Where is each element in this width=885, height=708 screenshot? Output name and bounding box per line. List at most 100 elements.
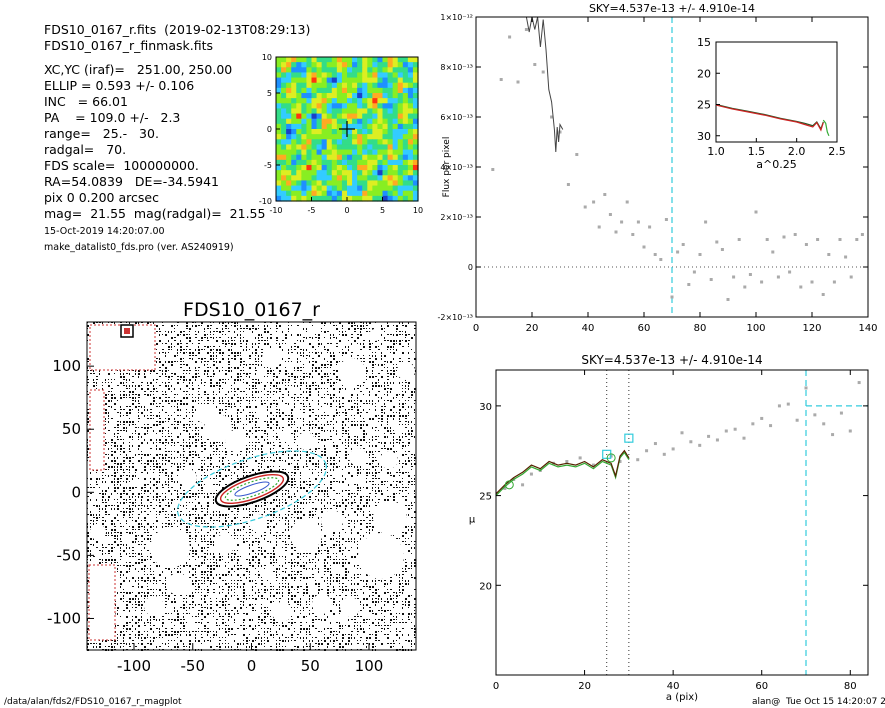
- heatmap-cell: [362, 87, 368, 94]
- heatmap-cell: [357, 113, 363, 120]
- inset-series-line: [715, 104, 824, 132]
- heatmap-cell: [392, 62, 399, 68]
- heatmap-cell: [382, 170, 389, 176]
- heatmap-cell: [276, 129, 282, 135]
- heatmap-cell: [316, 165, 323, 171]
- heatmap-cell: [352, 77, 358, 84]
- heatmap-cell: [316, 98, 323, 104]
- heatmap-cell: [331, 93, 338, 99]
- heatmap-cell: [301, 165, 308, 171]
- heatmap-cell: [357, 144, 363, 151]
- heatmap-cell: [412, 72, 419, 79]
- heatmap-cell: [326, 170, 333, 176]
- sb-point: [822, 422, 826, 426]
- sky-point: [776, 275, 780, 279]
- sb-point: [804, 386, 808, 390]
- heatmap-cell: [372, 103, 379, 110]
- heatmap-cell: [326, 195, 333, 202]
- heatmap-cell: [352, 149, 358, 156]
- heatmap-cell: [336, 113, 343, 120]
- heatmap-cell: [392, 118, 399, 125]
- heatmap-cell: [281, 103, 287, 110]
- heatmap-cell: [397, 62, 404, 68]
- heatmap-cell: [291, 185, 297, 192]
- heatmap-cell: [377, 149, 384, 156]
- heatmap-cell: [306, 123, 313, 130]
- heatmap-cell: [412, 180, 419, 187]
- heatmap-cell: [362, 67, 368, 74]
- heatmap-cell: [291, 98, 297, 104]
- heatmap-cell: [341, 72, 348, 79]
- heatmap-cell: [281, 57, 287, 63]
- sky-point: [709, 278, 713, 281]
- sky-y-tick-label: 6×10⁻¹³: [440, 113, 473, 122]
- sb-point: [724, 429, 728, 433]
- heatmap-cell: [341, 57, 348, 63]
- heatmap-cell: [316, 139, 323, 146]
- heatmap-cell: [341, 113, 348, 120]
- heatmap-cell: [296, 139, 302, 146]
- sky-point: [687, 283, 691, 286]
- mask-blob: [340, 597, 360, 617]
- heatmap-cell: [316, 175, 323, 182]
- heatmap-cell: [306, 185, 313, 192]
- heatmap-cell: [402, 57, 409, 63]
- sb-point: [591, 463, 595, 467]
- heatmap-cell: [321, 165, 328, 171]
- heatmap-cell: [306, 149, 313, 156]
- heatmap-cell: [296, 67, 302, 74]
- heatmap-cell: [336, 123, 343, 130]
- mask-blob: [90, 524, 106, 540]
- heatmap-cell: [341, 103, 348, 110]
- heatmap-cell: [357, 62, 363, 68]
- heatmap-cell: [412, 159, 419, 166]
- heatmap-cell: [286, 170, 292, 176]
- heatmap-cell: [306, 57, 313, 63]
- heatmap-cell: [362, 185, 368, 192]
- heatmap-cell: [392, 72, 399, 79]
- sb-point: [751, 422, 755, 426]
- heatmap-cell: [306, 195, 313, 202]
- heatmap-cell: [397, 144, 404, 151]
- heatmap-cell: [286, 98, 292, 104]
- heatmap-cell: [276, 103, 282, 110]
- heatmap-cell: [316, 77, 323, 84]
- heatmap-cell: [316, 190, 323, 197]
- heatmap-cell: [352, 170, 358, 176]
- heatmap-cell: [382, 154, 389, 161]
- heatmap-cell: [276, 190, 282, 197]
- heatmap-cell: [387, 129, 394, 135]
- sb-point: [831, 433, 835, 437]
- heatmap-cell: [367, 93, 373, 99]
- heatmap-cell: [326, 185, 333, 192]
- mask-blob: [150, 528, 190, 568]
- heatmap-cell: [331, 185, 338, 192]
- sky-point: [782, 235, 786, 239]
- heatmap-cell: [402, 103, 409, 110]
- heatmap-cell: [326, 82, 333, 89]
- sky-inset: 1.0 1.5 2.0 2.5 15 20 25 30 a^0.25: [697, 36, 846, 171]
- image-y-tick-label: -50: [57, 546, 82, 564]
- heatmap-cell: [276, 134, 282, 140]
- heatmap-cell: [316, 67, 323, 74]
- heatmap-cell: [347, 154, 353, 161]
- heatmap-cell: [331, 57, 338, 63]
- mask-blob: [380, 451, 398, 469]
- heatmap-cell: [301, 77, 308, 84]
- galaxy-ellipse-red: [219, 473, 285, 505]
- heatmap-cell: [402, 190, 409, 197]
- heatmap-cell: [331, 67, 338, 74]
- sky-y-tick-label: 2×10⁻¹³: [440, 213, 473, 222]
- heatmap-cell: [326, 123, 333, 130]
- heatmap-cell: [377, 62, 384, 68]
- heatmap-cell: [321, 144, 328, 151]
- heatmap-cell: [387, 103, 394, 110]
- galaxy-ellipse-blue: [234, 481, 270, 497]
- heatmap-cell: [352, 144, 358, 151]
- sky-point: [592, 200, 596, 204]
- param-mag: mag= 21.55 mag(radgal)= 21.55: [44, 206, 266, 221]
- heatmap-cell: [352, 103, 358, 110]
- heatmap-cell: [367, 123, 373, 130]
- heatmap-cell: [301, 108, 308, 115]
- sky-point: [603, 193, 607, 196]
